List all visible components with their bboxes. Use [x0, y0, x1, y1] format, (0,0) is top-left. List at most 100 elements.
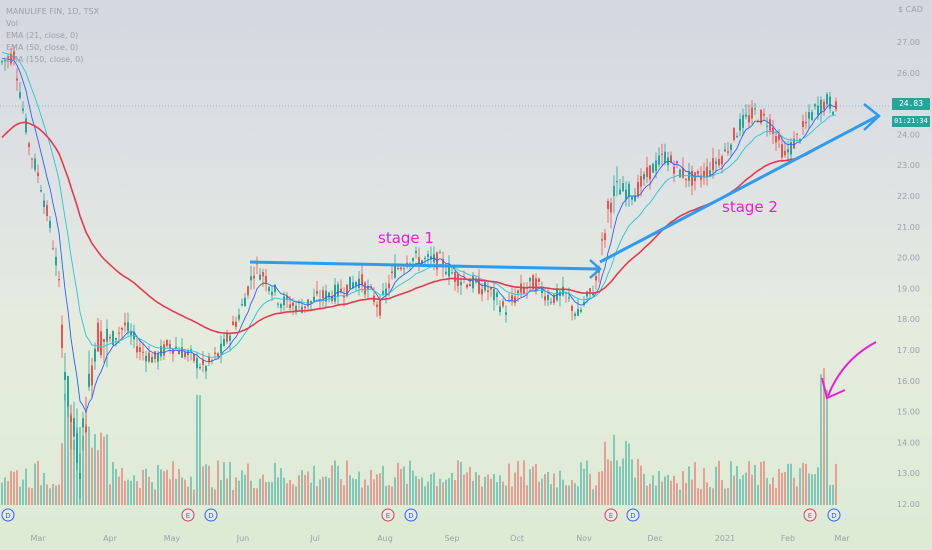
- x-tick-label: Dec: [647, 534, 662, 543]
- candle-body: [7, 56, 9, 60]
- candlesticks: [1, 45, 837, 499]
- candle-body: [565, 292, 567, 294]
- volume-bar: [649, 483, 651, 505]
- candle-body: [469, 283, 471, 287]
- candle-body: [34, 158, 36, 170]
- candle-body: [478, 278, 480, 294]
- y-tick-label: 15.00: [897, 408, 920, 417]
- candle-body: [790, 142, 792, 155]
- candle-body: [772, 127, 774, 135]
- candle-body: [775, 135, 777, 143]
- legend-ema150[interactable]: EMA (150, close, 0): [6, 55, 84, 64]
- volume-bar: [487, 474, 489, 505]
- volume-bar: [148, 476, 150, 505]
- volume-bar: [361, 487, 363, 505]
- y-tick-label: 14.00: [897, 438, 920, 447]
- candle-body: [577, 309, 579, 316]
- volume-bar: [598, 471, 600, 505]
- volume-bar: [592, 489, 594, 505]
- currency-label: $ CAD: [898, 5, 923, 14]
- volume-bar: [94, 434, 96, 505]
- volume-bar: [637, 458, 639, 505]
- volume-bar: [145, 468, 147, 505]
- volume-bar: [157, 464, 159, 505]
- volume-bar: [715, 466, 717, 505]
- time-axis[interactable]: Mar Apr May Jun Jul Aug Sep Oct Nov Dec 2021 Feb Mar: [30, 534, 850, 543]
- candle-body: [301, 306, 303, 313]
- volume-bar: [244, 474, 246, 505]
- candle-body: [64, 372, 66, 380]
- volume-bar: [610, 461, 612, 505]
- candle-body: [487, 290, 489, 293]
- candle-body: [130, 331, 132, 336]
- volume-bar: [634, 477, 636, 505]
- candle-body: [400, 267, 402, 270]
- volume-bar: [52, 483, 54, 505]
- candle-body: [10, 53, 12, 64]
- volume-bar: [286, 483, 288, 505]
- volume-bar: [97, 450, 99, 505]
- volume-bar: [697, 488, 699, 505]
- dividend-marker-label: D: [408, 512, 413, 520]
- candle-body: [385, 288, 387, 295]
- y-tick-label: 17.00: [897, 346, 920, 355]
- candle-body: [424, 258, 426, 260]
- candle-body: [328, 292, 330, 298]
- earnings-marker: [381, 508, 395, 522]
- volume-bar: [232, 489, 234, 505]
- candle-body: [481, 289, 483, 295]
- candle-body: [688, 171, 690, 181]
- volume-bar: [88, 426, 90, 505]
- candle-body: [826, 94, 828, 105]
- volume-bar: [718, 460, 720, 505]
- symbol-title[interactable]: MANULIFE FIN, 1D, TSX: [6, 7, 100, 16]
- volume-bar: [643, 473, 645, 505]
- volume-bar: [550, 484, 552, 505]
- volume-bar: [46, 484, 48, 505]
- volume-bar: [235, 477, 237, 505]
- candle-body: [262, 271, 264, 277]
- candle-body: [505, 312, 507, 315]
- volume-bar: [139, 488, 141, 505]
- last-price-badge: 24.83: [892, 98, 930, 110]
- candle-body: [343, 295, 345, 298]
- candle-body: [733, 128, 735, 140]
- volume-bar: [607, 459, 609, 505]
- candle-body: [640, 176, 642, 187]
- candle-body: [337, 284, 339, 297]
- volume-bar: [820, 374, 822, 505]
- candle-body: [754, 108, 756, 110]
- candle-body: [193, 354, 195, 361]
- x-tick-label: Oct: [510, 534, 524, 543]
- candle-body: [553, 294, 555, 303]
- dividend-marker: [404, 508, 418, 522]
- volume-bar: [736, 466, 738, 505]
- candle-body: [112, 331, 114, 345]
- legend-ema50[interactable]: EMA (50, close, 0): [6, 43, 79, 52]
- volume-bar: [520, 476, 522, 505]
- volume-bar: [205, 464, 207, 505]
- volume-bar: [826, 389, 828, 505]
- legend-ema21[interactable]: EMA (21, close, 0): [6, 31, 79, 40]
- volume-bar: [61, 443, 63, 505]
- volume-bar: [223, 462, 225, 505]
- candle-body: [229, 335, 231, 341]
- volume-bar: [100, 432, 102, 505]
- y-tick-label: 22.00: [897, 192, 920, 201]
- earnings-marker: [803, 508, 817, 522]
- volume-bar: [379, 473, 381, 505]
- volume-bar: [442, 482, 444, 505]
- candle-body: [28, 143, 30, 147]
- candle-body: [601, 239, 603, 241]
- candle-body: [430, 256, 432, 260]
- volume-bar: [31, 488, 33, 505]
- volume-bar: [82, 435, 84, 505]
- candle-body: [535, 278, 537, 292]
- candle-body: [739, 119, 741, 131]
- volume-bar: [589, 473, 591, 505]
- y-tick-label: 24.00: [897, 130, 920, 139]
- legend-vol[interactable]: Vol: [6, 19, 18, 28]
- volume-bar: [247, 463, 249, 505]
- candle-body: [634, 195, 636, 202]
